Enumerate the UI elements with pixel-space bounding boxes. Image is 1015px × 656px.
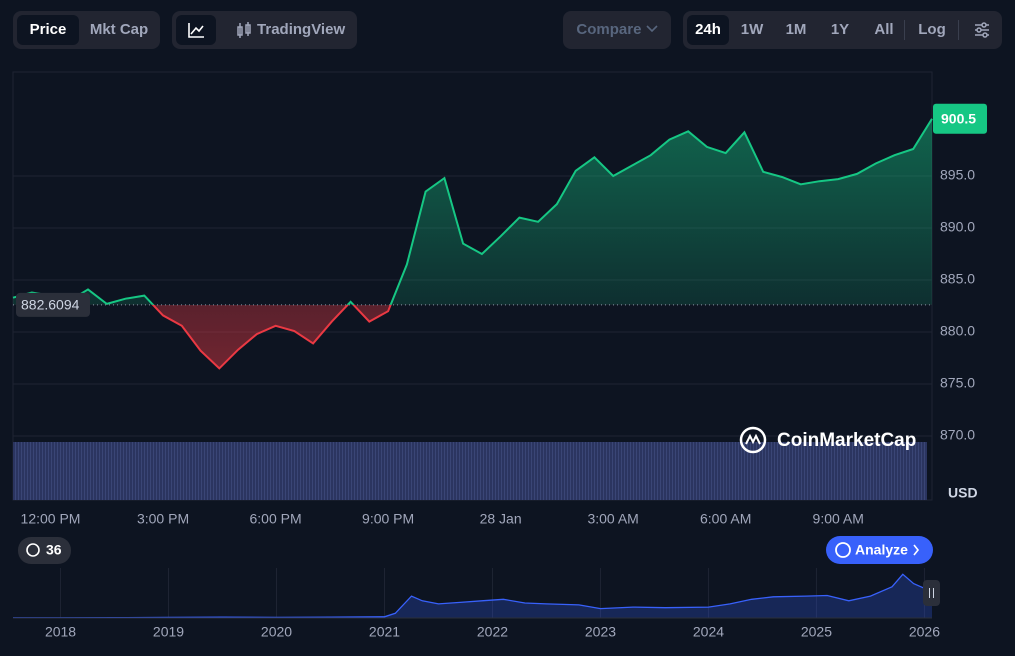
overview-area [13, 574, 932, 618]
log-button[interactable]: Log [918, 21, 946, 38]
x-tick-label: 28 Jan [480, 511, 522, 527]
overview-handle [923, 580, 940, 606]
range-button[interactable]: 1W [740, 21, 764, 38]
volume-band [13, 442, 927, 500]
baseline-label: 882.6094 [21, 297, 80, 313]
x-tick-label: 9:00 PM [362, 511, 414, 527]
y-tick-label: 875.0 [940, 375, 975, 391]
x-tick-label: 2022 [477, 624, 508, 640]
range-group: Log 24h 1W 1M 1Y All [683, 11, 1002, 49]
analyze-label: Analyze [855, 542, 908, 558]
settings-button[interactable] [965, 15, 999, 45]
candle-icon [237, 22, 251, 39]
x-tick-label: 3:00 PM [137, 511, 189, 527]
analyze-chevron [913, 544, 920, 556]
watermark-text: CoinMarketCap [777, 430, 916, 451]
x-tick-label: 6:00 PM [250, 511, 302, 527]
price-line-down [106, 304, 392, 370]
tradingview-button[interactable]: TradingView [228, 15, 352, 45]
divider [904, 20, 905, 40]
tradingview-label: TradingView [257, 21, 346, 38]
x-tick-label: 2024 [693, 624, 724, 640]
analyze-button[interactable] [826, 536, 933, 564]
history-badge[interactable] [18, 537, 71, 564]
range-button[interactable]: 1M [785, 21, 807, 38]
compare-text: Compare [576, 21, 642, 38]
chart-type-group: TradingView [172, 11, 357, 49]
x-tick-label: 2019 [153, 624, 184, 640]
x-tick-label: 2021 [369, 624, 400, 640]
x-tick-label: 2025 [801, 624, 832, 640]
x-tick-label: 6:00 AM [700, 511, 751, 527]
line-icon [188, 23, 204, 38]
range-button[interactable]: 24h [687, 15, 729, 45]
watermark: CoinMarketCap [739, 426, 916, 454]
x-tick-label: 9:00 AM [813, 511, 864, 527]
x-tick-label: 2026 [909, 624, 940, 640]
overview-line [13, 573, 933, 619]
x-tick-label: 2020 [261, 624, 292, 640]
line-button[interactable] [176, 15, 216, 45]
history-count: 36 [46, 542, 62, 558]
last-price-label: 900.5 [941, 111, 976, 127]
price-tab[interactable]: Price [17, 15, 79, 45]
range-button[interactable]: All [874, 21, 894, 38]
y-unit: USD [948, 485, 978, 501]
baseline-label-box [16, 292, 90, 317]
y-tick-label: 870.0 [940, 427, 975, 443]
x-tick-label: 3:00 AM [587, 511, 638, 527]
mktcap-tab[interactable]: Mkt Cap [89, 21, 149, 38]
y-tick-label: 885.0 [940, 271, 975, 287]
x-tick-label: 12:00 PM [21, 511, 81, 527]
range-button[interactable]: 1Y [830, 21, 850, 38]
divider [958, 20, 959, 40]
settings-icon [975, 22, 989, 38]
mode-group: Price Mkt Cap [13, 11, 160, 49]
y-tick-label: 880.0 [940, 323, 975, 339]
x-tick-label: 2018 [45, 624, 76, 640]
analyze-icon [835, 542, 851, 558]
chevron [646, 25, 658, 33]
compare-label: Compare [571, 15, 663, 45]
compare-dropdown[interactable]: Compare [563, 11, 671, 49]
price-line-up [12, 118, 933, 305]
y-tick-label: 895.0 [940, 167, 975, 183]
last-price-box [933, 103, 987, 134]
x-tick-label: 2023 [585, 624, 616, 640]
area-up [13, 118, 932, 305]
y-tick-label: 890.0 [940, 219, 975, 235]
history-icon [26, 543, 40, 557]
